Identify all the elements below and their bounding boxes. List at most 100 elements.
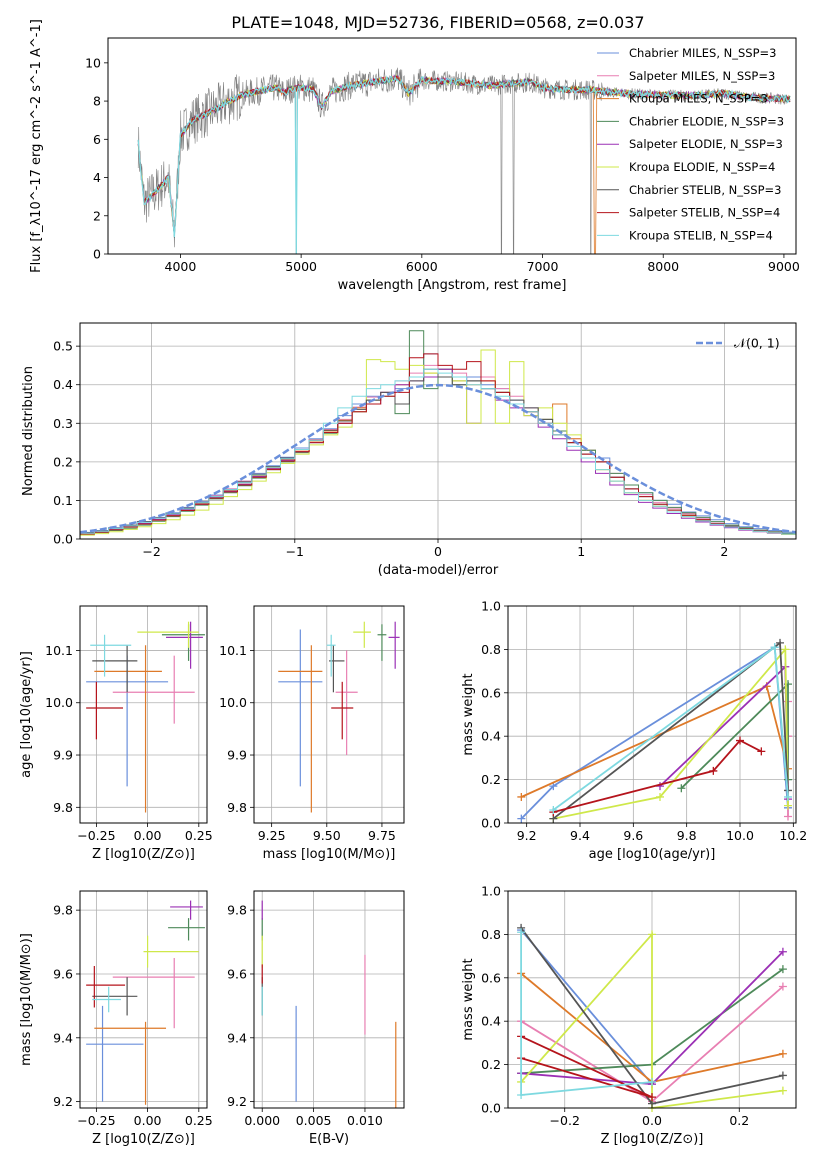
model-spectrum-line	[137, 75, 791, 233]
age_weight-y-axis-label: mass weight	[461, 673, 476, 755]
weight-marker	[517, 928, 526, 937]
ebv_mass-y-tick-label: 9.2	[227, 1094, 247, 1109]
residuals-x-tick-label: 2	[720, 544, 728, 559]
legend-label: Chabrier ELODIE, N_SSP=3	[629, 114, 784, 128]
z_age-x-tick-label: 0.25	[185, 828, 213, 843]
z_mass-x-tick-label: 0.25	[185, 1113, 213, 1128]
age_weight-x-tick-label: 9.4	[570, 828, 590, 843]
z_mass-y-tick-label: 9.8	[53, 903, 73, 918]
z_mass-x-axis-label: Z [log10(Z/Z⊙)]	[92, 1132, 195, 1147]
mass_age-y-tick-label: 9.9	[227, 748, 247, 763]
spectrum-x-tick-label: 9000	[768, 259, 800, 274]
spectrum-y-tick-label: 4	[93, 170, 101, 185]
ebv_mass-y-tick-label: 9.6	[227, 966, 247, 981]
weight-marker	[736, 736, 744, 745]
z_weight-y-axis-label: mass weight	[461, 958, 476, 1040]
z_age-plot-area	[80, 606, 207, 823]
spectrum-y-tick-label: 8	[93, 94, 101, 109]
weight-marker	[656, 792, 664, 801]
legend-label: Salpeter STELIB, N_SSP=4	[629, 206, 780, 220]
z_age-x-tick-label: 0.00	[134, 828, 162, 843]
residuals-y-tick-label: 0.0	[53, 532, 73, 547]
mass_age-y-tick-label: 9.8	[227, 800, 247, 815]
z_mass-y-tick-label: 9.4	[53, 1030, 73, 1045]
age_weight-x-tick-label: 9.8	[677, 828, 697, 843]
spectrum-plot-area	[108, 38, 796, 254]
age_weight-plot-area	[508, 606, 796, 823]
ebv_mass-x-axis-label: E(B-V)	[309, 1132, 349, 1147]
weight-marker	[648, 1093, 656, 1102]
residuals-x-tick-label: −1	[286, 544, 304, 559]
mass_age-x-tick-label: 9.25	[258, 828, 286, 843]
legend-label: 𝒩(0, 1)	[734, 336, 780, 351]
weight-marker	[517, 1090, 526, 1099]
weight-line	[520, 932, 784, 1110]
age_weight-axes-frame	[507, 605, 797, 824]
model-spectrum-line	[137, 75, 791, 255]
z_age-y-axis-label: age [log10(age/yr)]	[19, 651, 34, 778]
weight-marker	[517, 814, 526, 823]
ebv_mass-x-tick-label: 0.010	[347, 1113, 383, 1128]
weight-marker	[784, 801, 792, 810]
weight-line	[553, 646, 789, 820]
weight-marker	[648, 1077, 656, 1086]
residuals-y-tick-label: 0.1	[53, 493, 73, 508]
mass_age-axes-frame	[253, 605, 405, 824]
z_weight-y-tick-label: 0.8	[481, 927, 501, 942]
z_age-y-tick-label: 10.0	[45, 695, 73, 710]
mass_age-x-tick-label: 9.75	[368, 828, 396, 843]
age_weight-x-tick-label: 9.6	[623, 828, 643, 843]
z_mass-x-tick-label: 0.00	[134, 1113, 162, 1128]
legend-label: Kroupa ELODIE, N_SSP=4	[629, 160, 775, 174]
z_mass-y-tick-label: 9.2	[53, 1094, 73, 1109]
mass_age-x-axis-label: mass [log10(M/M⊙)]	[263, 847, 396, 862]
ebv_mass-x-tick-label: 0.005	[296, 1113, 332, 1128]
residuals-y-tick-label: 0.4	[53, 377, 73, 392]
histogram-step-line	[80, 368, 796, 535]
age_weight-y-tick-label: 0.2	[481, 772, 501, 787]
age_weight-x-tick-label: 10.0	[726, 828, 754, 843]
mass_age-y-tick-label: 10.0	[219, 695, 247, 710]
spectrum-x-tick-label: 8000	[647, 259, 679, 274]
weight-marker	[781, 645, 790, 654]
z_age-x-tick-label: −0.25	[77, 828, 115, 843]
z_mass-y-tick-label: 9.6	[53, 966, 73, 981]
spectrum-y-axis-label: Flux [f_λ10^-17 erg cm^-2 s^-1 A^-1]	[29, 19, 44, 273]
histogram-step-line	[80, 353, 796, 535]
weight-marker	[648, 930, 656, 939]
weight-marker	[778, 1049, 787, 1058]
residuals-x-axis-label: (data-model)/error	[378, 563, 499, 578]
histogram-step-line	[80, 330, 796, 535]
z_weight-x-axis-label: Z [log10(Z/Z⊙)]	[601, 1132, 704, 1147]
mass_age-x-tick-label: 9.50	[313, 828, 341, 843]
spectrum-x-tick-label: 7000	[527, 259, 559, 274]
gaussian-reference-line	[79, 383, 797, 534]
weight-marker	[549, 805, 558, 814]
weight-marker	[778, 982, 787, 991]
age_weight-y-tick-label: 0.8	[481, 642, 501, 657]
weight-marker	[784, 792, 792, 801]
weight-marker	[677, 784, 686, 793]
spectrum-y-tick-label: 2	[93, 208, 101, 223]
legend-label: Kroupa MILES, N_SSP=3	[629, 92, 768, 106]
age_weight-x-axis-label: age [log10(age/yr)]	[589, 847, 716, 862]
weight-marker	[770, 643, 779, 652]
mass_age-y-tick-label: 10.1	[219, 643, 247, 658]
z_age-x-axis-label: Z [log10(Z/Z⊙)]	[92, 847, 195, 862]
residuals-y-tick-label: 0.5	[53, 339, 73, 354]
z_mass-y-axis-label: mass [log10(M/M⊙)]	[19, 933, 34, 1066]
z_weight-y-tick-label: 0.2	[481, 1057, 501, 1072]
z_weight-y-tick-label: 0.0	[481, 1101, 501, 1116]
residuals-y-axis-label: Normed distribution	[21, 366, 36, 496]
weight-line	[553, 739, 762, 813]
ebv_mass-plot-area	[254, 891, 404, 1108]
ebv_mass-y-tick-label: 9.8	[227, 903, 247, 918]
mass_age-plot-area	[254, 606, 404, 823]
age_weight-x-tick-label: 10.2	[779, 828, 807, 843]
legend-label: Chabrier MILES, N_SSP=3	[629, 46, 776, 60]
z_weight-axes-frame	[507, 890, 797, 1109]
chart-title: PLATE=1048, MJD=52736, FIBERID=0568, z=0…	[231, 13, 644, 32]
ebv_mass-y-tick-label: 9.4	[227, 1030, 247, 1045]
weight-marker	[517, 792, 526, 801]
